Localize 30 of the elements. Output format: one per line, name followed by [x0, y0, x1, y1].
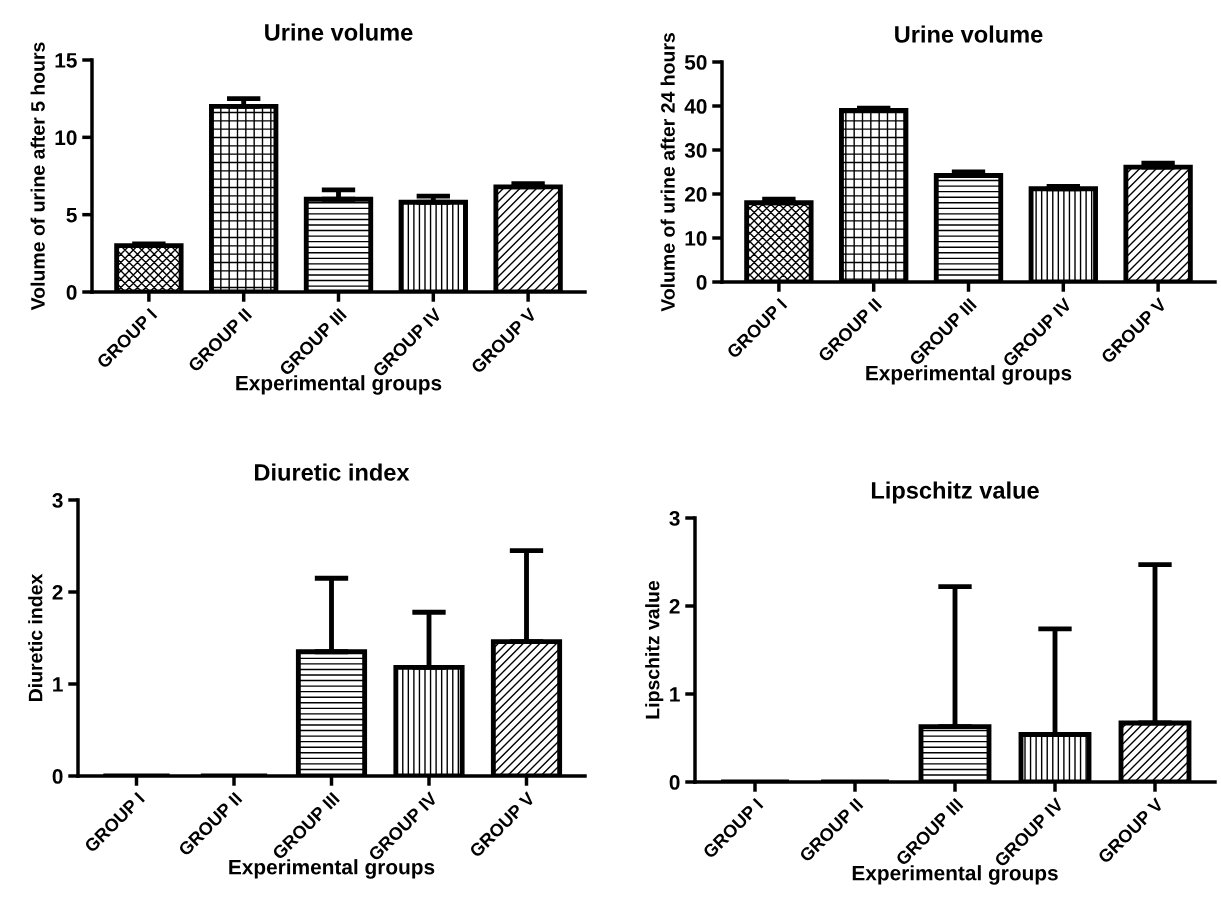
y-tick-label: 10 [55, 130, 77, 146]
chart-title: Lipschitz value [871, 481, 1039, 504]
y-tick-label: 1 [53, 677, 63, 692]
y-tick-label: 0 [66, 285, 77, 300]
y-tick-label: 2 [669, 599, 680, 614]
y-tick-label: 10 [685, 231, 707, 246]
y-tick-label: 30 [684, 143, 707, 158]
x-axis-title: Experimental groups [866, 365, 1072, 385]
y-tick-label: 0 [696, 275, 707, 290]
y-tick-label: 2 [52, 585, 63, 600]
chart-title: Urine volume [265, 23, 413, 41]
y-axis-title: Volume of urine after 5 hours [30, 42, 45, 311]
y-tick-label: 1 [670, 687, 680, 702]
chart-title: Diuretic index [255, 463, 410, 481]
y-tick-label: 40 [684, 99, 707, 114]
y-tick-label: 3 [52, 493, 63, 508]
y-tick-label: 3 [669, 511, 680, 526]
y-axis-title: Volume of urine after 24 hours [660, 33, 675, 312]
x-axis-title: Experimental groups [236, 375, 442, 395]
chart-title: Urine volume [895, 25, 1043, 43]
x-axis-title: Experimental groups [229, 859, 435, 879]
y-tick-label: 15 [55, 53, 77, 68]
y-tick-label: 20 [684, 187, 707, 202]
y-axis-title: Lipschitz value [645, 580, 664, 719]
y-axis-title: Diuretic index [28, 573, 43, 701]
y-tick-label: 0 [52, 769, 63, 784]
x-axis-title: Experimental groups [852, 865, 1058, 885]
y-tick-label: 0 [669, 775, 680, 790]
y-tick-label: 5 [66, 207, 77, 223]
y-tick-label: 50 [684, 55, 707, 70]
